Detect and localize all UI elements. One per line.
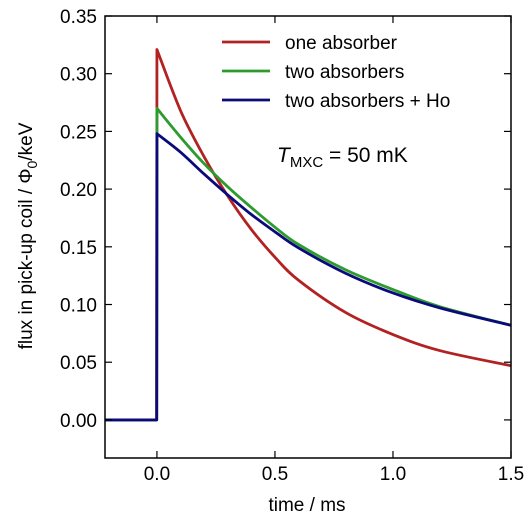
x-tick-label: 1.5 — [498, 464, 524, 485]
y-tick-label: 0.00 — [60, 411, 97, 432]
y-tick-label: 0.25 — [60, 122, 97, 143]
legend-label: one absorber — [285, 33, 398, 54]
y-tick-label: 0.30 — [60, 65, 97, 86]
x-axis-label: time / ms — [268, 495, 345, 516]
series-line-2 — [105, 106, 511, 422]
y-axis-label-subscript: 0 — [24, 160, 40, 168]
y-tick-label: 0.15 — [60, 238, 97, 259]
series-line-3 — [105, 132, 511, 422]
y-tick-label: 0.20 — [60, 180, 97, 201]
legend: one absorber two absorbers two absorbers +… — [222, 33, 450, 112]
x-tick-label: 1.0 — [380, 464, 406, 485]
y-tick-label: 0.10 — [60, 296, 97, 317]
series-line-1 — [105, 48, 511, 422]
legend-label: two absorbers + Ho — [285, 91, 450, 112]
x-tick-label: 0.5 — [262, 464, 288, 485]
y-tick-label: 0.35 — [60, 7, 97, 28]
annotation-symbol: T — [277, 144, 292, 167]
series-layer — [105, 48, 511, 422]
y-axis-label-suffix: /keV — [16, 122, 37, 160]
y-axis-label: flux in pick-up coil / Φ0/keV — [16, 122, 40, 349]
y-tick-label: 0.05 — [60, 353, 97, 374]
plot-frame — [104, 15, 512, 459]
temperature-annotation: TMXC = 50 mK — [277, 144, 408, 171]
x-axis: 0.0 0.5 1.0 1.5 — [144, 16, 524, 485]
legend-label: two absorbers — [285, 62, 404, 83]
x-tick-label: 0.0 — [144, 464, 170, 485]
annotation-text: = 50 mK — [323, 144, 408, 167]
y-axis-label-prefix: flux in pick-up coil / — [16, 184, 37, 350]
y-axis-label-phi: Φ — [16, 168, 37, 183]
annotation-subscript: MXC — [290, 154, 324, 171]
y-axis: 0.00 0.05 0.10 0.15 0.20 0.25 0.30 0.35 — [60, 7, 511, 432]
